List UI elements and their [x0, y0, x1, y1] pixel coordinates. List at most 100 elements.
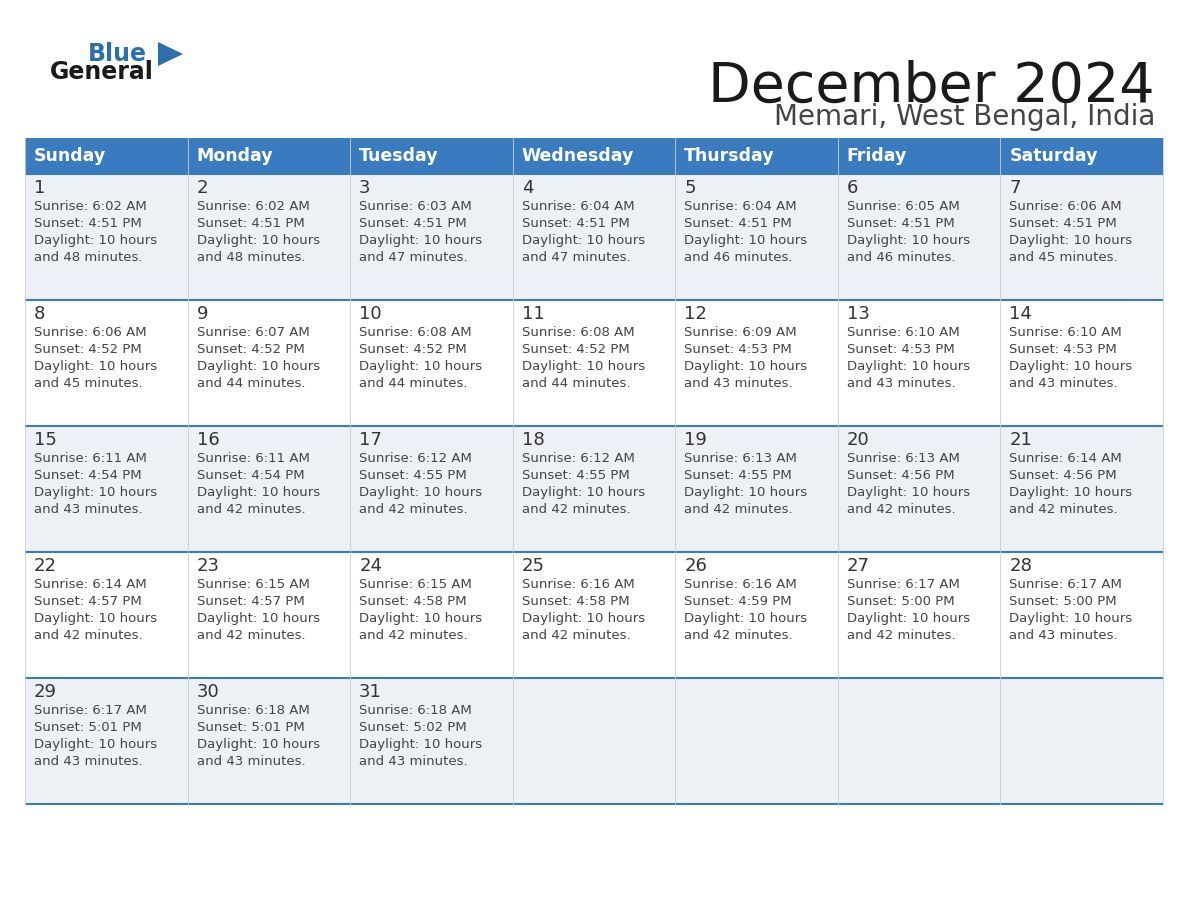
- Text: and 42 minutes.: and 42 minutes.: [359, 503, 468, 516]
- Text: Daylight: 10 hours: Daylight: 10 hours: [196, 360, 320, 373]
- Text: Sunset: 4:55 PM: Sunset: 4:55 PM: [684, 469, 792, 482]
- Text: Daylight: 10 hours: Daylight: 10 hours: [34, 486, 157, 499]
- Text: 5: 5: [684, 179, 696, 197]
- Text: and 47 minutes.: and 47 minutes.: [359, 251, 468, 264]
- Text: Daylight: 10 hours: Daylight: 10 hours: [196, 234, 320, 247]
- Text: 31: 31: [359, 683, 383, 701]
- Bar: [513, 678, 675, 804]
- Text: Wednesday: Wednesday: [522, 147, 634, 165]
- Text: Daylight: 10 hours: Daylight: 10 hours: [359, 612, 482, 625]
- Text: Daylight: 10 hours: Daylight: 10 hours: [1010, 612, 1132, 625]
- Text: 15: 15: [34, 431, 57, 449]
- Text: Daylight: 10 hours: Daylight: 10 hours: [684, 486, 808, 499]
- Bar: [1000, 426, 1163, 552]
- Bar: [1000, 138, 1163, 174]
- Bar: [838, 174, 1000, 300]
- Text: 19: 19: [684, 431, 707, 449]
- Text: and 45 minutes.: and 45 minutes.: [34, 377, 143, 390]
- Text: December 2024: December 2024: [708, 60, 1155, 114]
- Text: 11: 11: [522, 305, 544, 323]
- Bar: [675, 552, 838, 678]
- Bar: [513, 552, 675, 678]
- Bar: [838, 138, 1000, 174]
- Text: Sunrise: 6:12 AM: Sunrise: 6:12 AM: [522, 452, 634, 465]
- Bar: [513, 138, 675, 174]
- Text: and 43 minutes.: and 43 minutes.: [359, 755, 468, 768]
- Text: Sunrise: 6:06 AM: Sunrise: 6:06 AM: [34, 326, 146, 339]
- Text: and 42 minutes.: and 42 minutes.: [1010, 503, 1118, 516]
- Bar: [188, 174, 350, 300]
- Text: 22: 22: [34, 557, 57, 575]
- Text: and 43 minutes.: and 43 minutes.: [684, 377, 792, 390]
- Text: Daylight: 10 hours: Daylight: 10 hours: [34, 612, 157, 625]
- Text: 12: 12: [684, 305, 707, 323]
- Text: 25: 25: [522, 557, 545, 575]
- Text: and 43 minutes.: and 43 minutes.: [1010, 377, 1118, 390]
- Bar: [350, 426, 513, 552]
- Text: and 43 minutes.: and 43 minutes.: [1010, 629, 1118, 642]
- Text: Sunset: 5:01 PM: Sunset: 5:01 PM: [196, 721, 304, 734]
- Text: 29: 29: [34, 683, 57, 701]
- Text: Daylight: 10 hours: Daylight: 10 hours: [847, 360, 969, 373]
- Text: and 43 minutes.: and 43 minutes.: [196, 755, 305, 768]
- Text: Sunset: 4:58 PM: Sunset: 4:58 PM: [522, 595, 630, 608]
- Text: and 47 minutes.: and 47 minutes.: [522, 251, 631, 264]
- Text: and 42 minutes.: and 42 minutes.: [847, 503, 955, 516]
- Text: Sunrise: 6:17 AM: Sunrise: 6:17 AM: [1010, 578, 1123, 591]
- Text: Blue: Blue: [88, 42, 147, 66]
- Text: Sunrise: 6:06 AM: Sunrise: 6:06 AM: [1010, 200, 1121, 213]
- Text: and 42 minutes.: and 42 minutes.: [847, 629, 955, 642]
- Text: and 42 minutes.: and 42 minutes.: [34, 629, 143, 642]
- Text: Sunset: 4:51 PM: Sunset: 4:51 PM: [684, 217, 792, 230]
- Text: 26: 26: [684, 557, 707, 575]
- Bar: [1000, 678, 1163, 804]
- Text: Daylight: 10 hours: Daylight: 10 hours: [522, 486, 645, 499]
- Text: Daylight: 10 hours: Daylight: 10 hours: [522, 360, 645, 373]
- Bar: [675, 138, 838, 174]
- Bar: [838, 552, 1000, 678]
- Text: Sunrise: 6:18 AM: Sunrise: 6:18 AM: [196, 704, 309, 717]
- Text: 18: 18: [522, 431, 544, 449]
- Bar: [1000, 552, 1163, 678]
- Text: Daylight: 10 hours: Daylight: 10 hours: [847, 612, 969, 625]
- Text: Sunset: 4:53 PM: Sunset: 4:53 PM: [1010, 343, 1117, 356]
- Text: Sunrise: 6:11 AM: Sunrise: 6:11 AM: [196, 452, 309, 465]
- Text: Sunrise: 6:15 AM: Sunrise: 6:15 AM: [359, 578, 472, 591]
- Text: General: General: [50, 60, 154, 84]
- Text: Sunrise: 6:07 AM: Sunrise: 6:07 AM: [196, 326, 309, 339]
- Text: 9: 9: [196, 305, 208, 323]
- Text: and 42 minutes.: and 42 minutes.: [196, 503, 305, 516]
- Bar: [350, 174, 513, 300]
- Text: 17: 17: [359, 431, 383, 449]
- Bar: [513, 426, 675, 552]
- Text: Sunrise: 6:02 AM: Sunrise: 6:02 AM: [34, 200, 147, 213]
- Text: Daylight: 10 hours: Daylight: 10 hours: [1010, 360, 1132, 373]
- Text: 30: 30: [196, 683, 220, 701]
- Text: and 43 minutes.: and 43 minutes.: [34, 755, 143, 768]
- Text: and 42 minutes.: and 42 minutes.: [522, 629, 631, 642]
- Text: Sunset: 4:52 PM: Sunset: 4:52 PM: [522, 343, 630, 356]
- Polygon shape: [158, 42, 183, 66]
- Text: Daylight: 10 hours: Daylight: 10 hours: [359, 486, 482, 499]
- Text: 8: 8: [34, 305, 45, 323]
- Text: Sunset: 5:02 PM: Sunset: 5:02 PM: [359, 721, 467, 734]
- Text: Sunset: 4:54 PM: Sunset: 4:54 PM: [196, 469, 304, 482]
- Bar: [838, 426, 1000, 552]
- Bar: [188, 300, 350, 426]
- Text: and 46 minutes.: and 46 minutes.: [684, 251, 792, 264]
- Text: Daylight: 10 hours: Daylight: 10 hours: [847, 234, 969, 247]
- Text: Sunrise: 6:17 AM: Sunrise: 6:17 AM: [34, 704, 147, 717]
- Bar: [25, 678, 188, 804]
- Text: Sunset: 4:56 PM: Sunset: 4:56 PM: [847, 469, 954, 482]
- Bar: [350, 552, 513, 678]
- Bar: [675, 300, 838, 426]
- Text: 3: 3: [359, 179, 371, 197]
- Text: Thursday: Thursday: [684, 147, 775, 165]
- Text: Sunset: 4:53 PM: Sunset: 4:53 PM: [684, 343, 792, 356]
- Text: Sunrise: 6:14 AM: Sunrise: 6:14 AM: [1010, 452, 1123, 465]
- Text: Sunset: 4:53 PM: Sunset: 4:53 PM: [847, 343, 955, 356]
- Bar: [25, 552, 188, 678]
- Text: Sunset: 5:00 PM: Sunset: 5:00 PM: [1010, 595, 1117, 608]
- Text: Saturday: Saturday: [1010, 147, 1098, 165]
- Bar: [25, 174, 188, 300]
